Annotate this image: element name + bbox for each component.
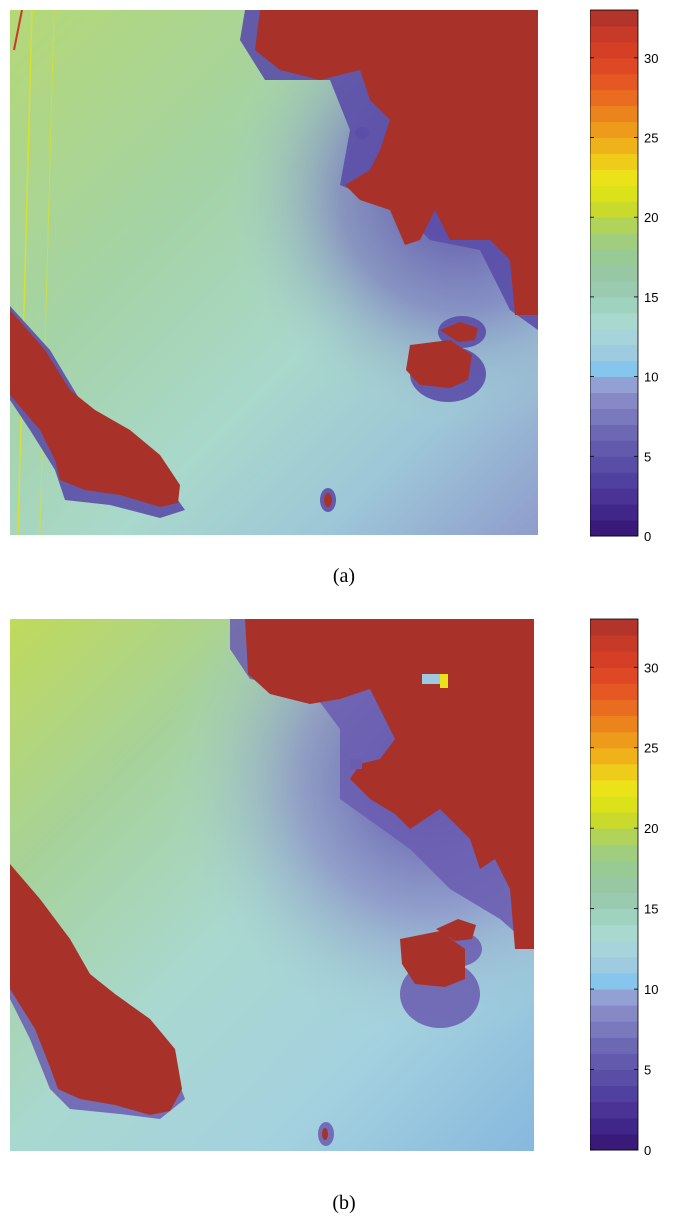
colorbar-swatch-a (590, 57, 638, 75)
colorbar-swatch-b (590, 1085, 638, 1103)
colorbar-swatch-b (590, 651, 638, 668)
colorbar-swatch-a (590, 233, 638, 250)
colorbar-svg-a: 0 5 10 15 20 25 30 (590, 9, 658, 544)
colorbar-swatch-b (590, 699, 638, 717)
colorbar-swatch-a (590, 472, 638, 489)
colorbar-swatch-a (590, 360, 638, 378)
map-image-b (10, 619, 534, 1151)
colorbar-swatch-b (590, 892, 638, 910)
colorbar-swatch-a (590, 137, 638, 154)
colorbar-swatch-b (590, 747, 638, 765)
colorbar-swatch-b (590, 619, 638, 636)
colorbar-swatch-a (590, 73, 638, 91)
colorbar-swatch-b (590, 715, 638, 733)
colorbar-swatch-b (590, 796, 638, 813)
colorbar-swatch-a (590, 456, 638, 473)
map-svg-a (10, 10, 538, 535)
colorbar-swatch-b (590, 828, 638, 845)
colorbar-swatch-b (590, 860, 638, 877)
colorbar-tick-label-b: 10 (644, 982, 658, 997)
colorbar-swatch-b (590, 1037, 638, 1054)
colorbar-swatch-a (590, 520, 638, 537)
colorbar-swatch-a (590, 89, 638, 107)
colorbar-swatch-b (590, 924, 638, 942)
colorbar-swatch-b (590, 940, 638, 958)
panel-a: 0 5 10 15 20 25 30 (a) (0, 0, 688, 600)
colorbar-swatch-a (590, 296, 638, 314)
colorbar-tick-label-a: 5 (644, 449, 651, 464)
colorbar-swatch-b (590, 1101, 638, 1119)
colorbar-swatch-a (590, 10, 638, 27)
colorbar-swatch-b (590, 1117, 638, 1135)
colorbar-swatch-a (590, 328, 638, 346)
colorbar-swatch-a (590, 41, 638, 59)
colorbar-frame-b (590, 618, 639, 1151)
colorbar-tick-label-b: 25 (644, 741, 658, 756)
colorbar-swatch-b (590, 1005, 638, 1022)
colorbar-swatch-a (590, 217, 638, 234)
colorbar-swatch-b (590, 731, 638, 749)
colorbar-swatch-a (590, 265, 638, 282)
colorbar-swatch-b (590, 844, 638, 861)
colorbar-tick-label-a: 20 (644, 210, 658, 225)
colorbar-swatch-a (590, 105, 638, 123)
colorbar-swatch-a (590, 344, 638, 362)
map-image-a (10, 10, 538, 535)
colorbar-tick-label-b: 15 (644, 902, 658, 917)
colorbar-swatch-a (590, 504, 638, 521)
colorbar-swatch-b (590, 812, 638, 829)
panel-b: 0 5 10 15 20 25 30 (b) (0, 612, 688, 1227)
colorbar-swatch-b (590, 956, 638, 974)
map-svg-b (10, 619, 534, 1151)
colorbar-svg-b: 0 5 10 15 20 25 30 (590, 618, 658, 1158)
colorbar-swatch-a (590, 312, 638, 330)
caption-a: (a) (332, 565, 356, 587)
colorbar-a: 0 5 10 15 20 25 30 (590, 8, 680, 548)
colorbar-swatch-a (590, 488, 638, 505)
colorbar-swatch-a (590, 249, 638, 266)
colorbar-swatch-b (590, 989, 638, 1006)
colorbar-swatch-a (590, 185, 638, 202)
colorbar-swatch-b (590, 1053, 638, 1071)
colorbar-tick-label-b: 0 (644, 1143, 651, 1158)
land-b (10, 619, 534, 1140)
colorbar-swatch-b (590, 876, 638, 894)
colorbar-swatch-b (590, 1133, 638, 1151)
colorbar-tick-label-b: 5 (644, 1063, 651, 1078)
colorbar-swatch-a (590, 280, 638, 298)
colorbar-swatch-a (590, 121, 638, 139)
colorbar-swatch-b (590, 908, 638, 926)
colorbar-swatch-a (590, 408, 638, 425)
colorbar-tick-label-b: 30 (644, 660, 658, 675)
colorbar-tick-label-a: 25 (644, 131, 658, 146)
colorbar-tick-label-b: 20 (644, 821, 658, 836)
colorbar-swatch-b (590, 763, 638, 781)
land-a (10, 10, 538, 507)
colorbar-tick-label-a: 0 (644, 529, 651, 544)
colorbar-swatch-b (590, 683, 638, 700)
colorbar-swatch-a (590, 376, 638, 394)
colorbar-swatch-a (590, 169, 638, 186)
colorbar-swatch-b (590, 1021, 638, 1038)
colorbar-swatch-b (590, 1069, 638, 1087)
colorbar-swatch-b (590, 635, 638, 652)
colorbar-swatch-a (590, 201, 638, 218)
colorbar-swatch-a (590, 392, 638, 409)
colorbar-swatch-a (590, 424, 638, 441)
colorbar-tick-label-a: 10 (644, 370, 658, 385)
colorbar-frame-a (590, 9, 639, 537)
colorbar-swatch-b (590, 973, 638, 990)
colorbar-tick-label-a: 30 (644, 51, 658, 66)
colorbar-swatch-b (590, 779, 638, 797)
colorbar-b: 0 5 10 15 20 25 30 (590, 617, 680, 1162)
colorbar-swatch-b (590, 667, 638, 684)
colorbar-swatch-a (590, 440, 638, 457)
caption-b: (b) (332, 1192, 356, 1214)
colorbar-swatch-a (590, 153, 638, 170)
colorbar-tick-label-a: 15 (644, 290, 658, 305)
colorbar-swatch-a (590, 25, 638, 43)
